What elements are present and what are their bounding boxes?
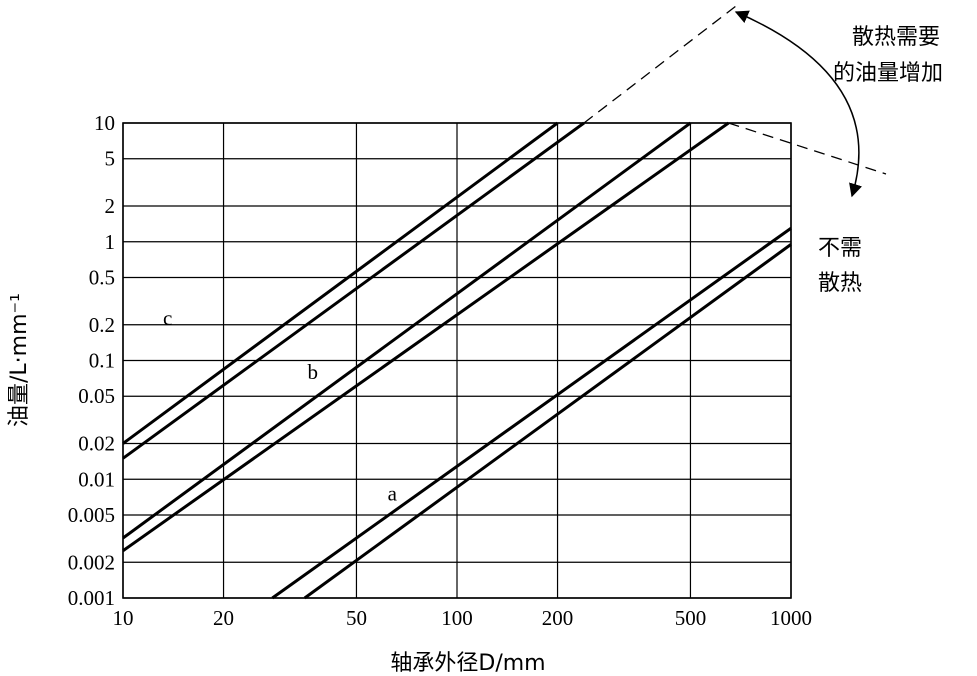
lower-annotation: 不需 散热 [818, 236, 862, 296]
y-tick-label: 0.001 [68, 586, 115, 610]
y-tick-label: 0.1 [89, 349, 115, 373]
y-tick-label: 0.02 [78, 432, 115, 456]
plot-frame [122, 122, 792, 599]
lower-annotation-line-2: 散热 [818, 271, 862, 296]
x-tick-label: 20 [213, 606, 234, 630]
series-b-line-1 [122, 121, 692, 540]
y-axis-label: 油量/L·mm⁻¹ [7, 293, 32, 427]
tick-labels: 10 20 50 100 200 500 1000 0.001 0.002 0.005 0.01 0.… [68, 111, 812, 630]
series-b-line-2 [122, 121, 730, 552]
series-b: b [122, 121, 730, 552]
x-tick-label: 10 [113, 606, 134, 630]
y-tick-label: 5 [105, 147, 116, 171]
x-axis-label: 轴承外径D/mm [390, 651, 545, 676]
y-tick-label: 2 [105, 194, 116, 218]
y-tick-label: 0.05 [78, 384, 115, 408]
y-tick-label: 0.5 [89, 265, 115, 289]
upper-annotation: 散热需要 的油量增加 [833, 25, 943, 86]
x-tick-label: 50 [346, 606, 367, 630]
x-tick-label: 200 [542, 606, 574, 630]
upper-dashed-extension [583, 5, 737, 124]
y-tick-label: 1 [105, 230, 116, 254]
y-tick-label: 0.002 [68, 550, 115, 574]
series-c-label: c [163, 306, 172, 330]
lower-dashed-extension [728, 122, 887, 175]
y-tick-label: 0.005 [68, 503, 115, 527]
series: c b a [122, 5, 887, 600]
series-a-line-2 [303, 243, 792, 600]
series-c-line-1 [122, 121, 559, 445]
lower-annotation-line-1: 不需 [818, 236, 862, 261]
y-tick-label: 0.2 [89, 313, 115, 337]
upper-annotation-line-1: 散热需要 [852, 25, 940, 50]
y-tick-label: 0.01 [78, 467, 115, 491]
series-a-label: a [388, 482, 398, 506]
x-tick-label: 100 [441, 606, 473, 630]
series-b-label: b [308, 360, 319, 384]
series-c-line-2 [122, 121, 585, 460]
x-tick-label: 1000 [770, 606, 812, 630]
upper-annotation-line-2: 的油量增加 [833, 61, 943, 86]
x-tick-label: 500 [675, 606, 707, 630]
series-a: a [271, 226, 792, 600]
y-tick-label: 10 [94, 111, 115, 135]
series-a-line-1 [271, 226, 792, 600]
series-c: c [122, 121, 585, 460]
grid [122, 122, 792, 599]
increase-arrow [734, 10, 862, 198]
